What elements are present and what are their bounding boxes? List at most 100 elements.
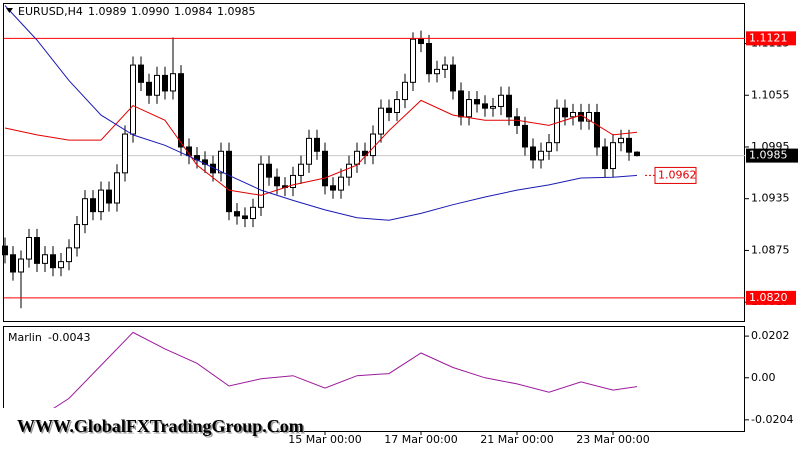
candle-body xyxy=(18,258,24,273)
candle-body xyxy=(346,163,352,178)
candle-body xyxy=(330,185,336,191)
candle-body xyxy=(42,254,48,264)
candle-body xyxy=(546,142,552,152)
series-line xyxy=(4,99,638,196)
candle-body xyxy=(594,111,600,148)
annotation-label: 1.0962 xyxy=(658,168,697,181)
candle-body xyxy=(138,64,144,83)
candle-body xyxy=(466,99,472,118)
candle-body xyxy=(162,74,168,92)
y-tick-label: 1.0875 xyxy=(751,243,790,256)
y-tick-label: 1.0935 xyxy=(751,192,790,205)
main-panel xyxy=(3,3,745,322)
watermark-box xyxy=(0,408,276,452)
candle-body xyxy=(410,38,416,83)
candle-body xyxy=(450,64,456,92)
watermark: WWW.GlobalFXTradingGroup.Com xyxy=(17,416,304,436)
y-tick-label: 1.1055 xyxy=(751,88,790,101)
candle-body xyxy=(602,146,608,170)
watermark-shadow: WWW.GlobalFXTradingGroup.Com xyxy=(19,418,306,438)
candle-body xyxy=(74,224,80,249)
candle-body xyxy=(370,133,376,157)
candle-body xyxy=(90,198,96,213)
indicator-name: Marlin xyxy=(8,331,42,344)
series-line xyxy=(4,331,638,428)
candle-body xyxy=(634,151,640,157)
candle-body xyxy=(122,133,128,174)
candle-body xyxy=(234,211,240,217)
candle-body xyxy=(82,198,88,226)
level-label: 1.1121 xyxy=(749,31,788,44)
candle-body xyxy=(386,107,392,113)
candle-body xyxy=(434,68,440,75)
candle-body xyxy=(298,163,304,176)
series-line xyxy=(4,5,638,221)
ohlc-open: 1.0989 xyxy=(88,5,127,18)
candle-body xyxy=(402,81,408,101)
candle-body xyxy=(218,150,224,174)
candle-body xyxy=(474,99,480,105)
candle-body xyxy=(338,176,344,191)
y-tick-label: 0.0202 xyxy=(751,329,790,342)
ohlc-high: 1.0990 xyxy=(131,5,170,18)
candle-body xyxy=(154,74,160,96)
x-tick-label: 15 Mar 00:00 xyxy=(288,433,361,446)
candle-body xyxy=(266,163,272,178)
candle-body xyxy=(426,43,432,75)
x-tick-label: 23 Mar 00:00 xyxy=(576,433,649,446)
plot-layer: 1.11151.10551.09951.09351.08751.08151.11… xyxy=(2,5,798,446)
candle-body xyxy=(34,237,40,264)
price-label: 1.0985 xyxy=(749,149,788,162)
price-label-box xyxy=(746,148,798,163)
candle-body xyxy=(58,261,64,269)
y-tick-label: 0.00 xyxy=(751,371,776,384)
candle-body xyxy=(578,111,584,122)
level-label-box xyxy=(746,290,796,305)
candle-body xyxy=(2,245,8,256)
candle-body xyxy=(554,107,560,144)
candle-body xyxy=(498,94,504,107)
candle-body xyxy=(306,137,312,165)
symbol-title: EURUSD,H4 xyxy=(18,5,83,18)
candle-body xyxy=(610,142,616,170)
candle-body xyxy=(618,137,624,144)
candle-body xyxy=(178,73,184,148)
ohlc-close: 1.0985 xyxy=(217,5,256,18)
candle-body xyxy=(522,124,528,148)
candle-body xyxy=(50,254,56,269)
candle-body xyxy=(114,172,120,204)
candle-body xyxy=(442,64,448,70)
candle-body xyxy=(482,103,488,109)
candle-body xyxy=(394,99,400,113)
candle-body xyxy=(26,237,32,260)
level-label-box xyxy=(746,31,796,46)
candle-body xyxy=(586,111,592,122)
candle-body xyxy=(354,150,360,165)
indicator-panel xyxy=(3,326,745,432)
candle-body xyxy=(290,174,296,189)
candle-body xyxy=(378,107,384,135)
candle-body xyxy=(490,105,496,109)
menu-triangle xyxy=(6,8,13,13)
y-tick-label: -0.0204 xyxy=(751,413,793,426)
candle-body xyxy=(458,90,464,118)
candle-body xyxy=(10,254,16,273)
candle-body xyxy=(530,146,536,161)
candle-body xyxy=(314,137,320,152)
candle-body xyxy=(322,150,328,187)
candle-body xyxy=(226,150,232,213)
candle-body xyxy=(258,163,264,208)
candle-body xyxy=(626,137,632,153)
x-tick-label: 21 Mar 00:00 xyxy=(480,433,553,446)
candle-body xyxy=(538,150,544,161)
indicator-value: -0.0043 xyxy=(48,331,90,344)
ohlc-low: 1.0984 xyxy=(174,5,213,18)
candle-body xyxy=(186,146,192,157)
candle-body xyxy=(146,81,152,96)
level-label: 1.0820 xyxy=(749,291,788,304)
candle-body xyxy=(250,206,256,220)
candle-body xyxy=(130,64,136,135)
candle-body xyxy=(98,189,104,213)
candle-body xyxy=(514,116,520,126)
